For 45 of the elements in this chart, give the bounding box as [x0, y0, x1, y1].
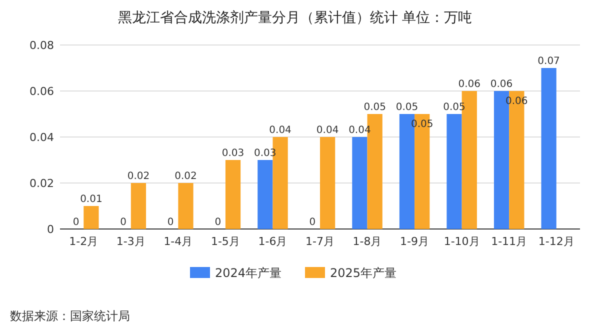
data-label: 0	[120, 217, 127, 228]
data-label: 0.02	[127, 171, 150, 182]
x-tick-label: 1-11月	[491, 235, 528, 248]
data-label: 0.05	[364, 102, 386, 113]
data-label: 0.04	[316, 125, 339, 136]
data-label: 0.07	[538, 56, 560, 67]
legend-label: 2024年产量	[215, 266, 282, 280]
data-label: 0.06	[490, 79, 513, 90]
data-label: 0.03	[222, 148, 244, 159]
x-tick-label: 1-6月	[258, 235, 288, 248]
data-label: 0.02	[174, 171, 197, 182]
x-tick-label: 1-10月	[444, 235, 480, 248]
legend-label: 2025年产量	[330, 266, 397, 280]
y-tick-label: 0.02	[30, 177, 54, 190]
y-tick-label: 0	[47, 223, 54, 236]
data-label: 0	[72, 217, 80, 228]
x-tick-label: 1-5月	[210, 235, 240, 248]
y-tick-label: 0.04	[30, 131, 54, 144]
bar	[320, 137, 336, 229]
bar	[178, 183, 194, 229]
bar	[84, 206, 99, 229]
data-label: 0.05	[396, 102, 418, 113]
data-label: 0.01	[80, 194, 102, 205]
x-tick-label: 1-3月	[116, 235, 146, 248]
bar	[225, 160, 241, 229]
y-tick-label: 0.08	[30, 39, 54, 52]
bar	[446, 114, 462, 229]
bar	[130, 183, 146, 229]
y-tick-label: 0.06	[30, 85, 54, 98]
x-tick-label: 1-8月	[352, 235, 382, 248]
x-tick-label: 1-12月	[538, 235, 574, 248]
x-tick-label: 1-7月	[306, 235, 334, 248]
bar	[258, 160, 273, 229]
data-label: 0	[309, 217, 316, 228]
bar	[352, 137, 368, 229]
chart-title: 黑龙江省合成洗涤剂产量分月（累计值）统计 单位：万吨	[118, 10, 472, 26]
data-label: 0	[214, 217, 222, 228]
x-tick-label: 1-2月	[69, 235, 98, 248]
data-label: 0.04	[269, 125, 292, 136]
source-note: 数据来源：国家统计局	[10, 309, 130, 323]
x-tick-label: 1-9月	[400, 235, 430, 248]
bar	[541, 68, 556, 229]
x-tick-label: 1-4月	[164, 235, 193, 248]
data-label: 0	[167, 217, 174, 228]
data-label: 0.06	[458, 79, 481, 90]
